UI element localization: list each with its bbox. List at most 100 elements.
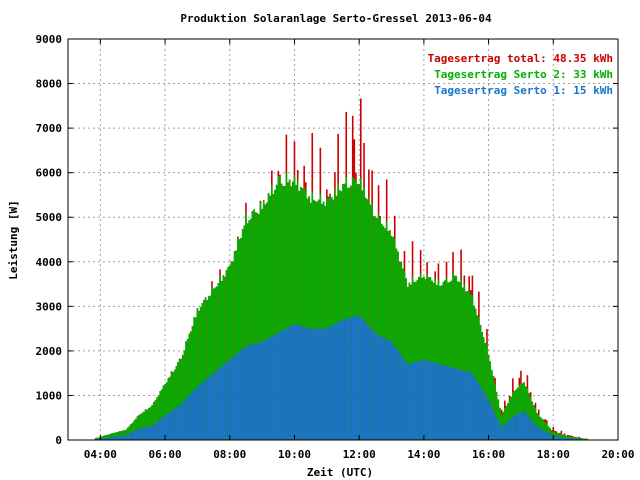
bar-serto2 <box>321 204 323 440</box>
bar-serto2 <box>267 193 270 440</box>
bar-serto1 <box>122 435 124 440</box>
bar-serto2 <box>342 183 344 440</box>
bar-serto1 <box>241 349 244 440</box>
bar-serto2 <box>120 431 123 440</box>
bar-serto2 <box>259 203 262 440</box>
bar-serto2 <box>516 387 519 440</box>
bar-serto2 <box>212 288 215 440</box>
bar-serto2 <box>314 201 317 440</box>
bar-serto2 <box>372 216 375 440</box>
bar-serto1 <box>406 364 409 440</box>
bar-serto2 <box>211 286 213 440</box>
bar-serto2 <box>183 350 186 440</box>
bar-serto1 <box>558 436 561 440</box>
bar-serto2 <box>322 201 325 440</box>
bar-serto2 <box>554 432 556 440</box>
bar-serto2 <box>175 365 178 440</box>
bar-serto2 <box>478 316 480 440</box>
bar-serto2 <box>570 436 572 440</box>
y-tick-label: 2000 <box>36 345 63 358</box>
bar-serto2 <box>152 401 155 440</box>
bar-serto2 <box>157 395 160 440</box>
bar-serto1 <box>421 360 424 440</box>
bar-serto1 <box>317 328 320 440</box>
bar-serto1 <box>381 336 383 440</box>
bar-serto2 <box>526 388 529 440</box>
bar-serto2 <box>199 306 202 440</box>
bar-serto2 <box>338 190 341 440</box>
bar-serto1 <box>423 359 425 440</box>
bar-serto2 <box>513 390 516 440</box>
bar-serto1 <box>550 435 553 440</box>
bar-serto2 <box>94 438 97 440</box>
chart-bars <box>94 98 592 441</box>
bar-serto1 <box>476 381 479 440</box>
bar-serto2 <box>308 196 310 440</box>
bar-serto2 <box>319 193 322 440</box>
bar-serto1 <box>403 359 406 440</box>
bar-serto2 <box>282 185 284 440</box>
bar-serto2 <box>169 376 171 440</box>
bar-serto1 <box>445 366 448 440</box>
bar-serto2 <box>424 279 427 440</box>
bar-serto1 <box>183 400 186 440</box>
bar-serto1 <box>149 426 152 440</box>
bar-serto1 <box>253 344 255 440</box>
bar-serto1 <box>230 358 233 440</box>
bar-serto1 <box>524 412 527 440</box>
bar-serto2 <box>366 199 369 440</box>
bar-serto1 <box>437 363 440 440</box>
bar-serto2 <box>442 281 445 440</box>
bar-serto2 <box>432 282 435 440</box>
bar-serto2 <box>384 228 386 440</box>
bar-serto1 <box>392 344 394 440</box>
bar-serto1 <box>277 333 280 440</box>
bar-serto1 <box>293 324 296 440</box>
bar-serto2 <box>262 200 265 440</box>
bar-serto1 <box>311 328 314 440</box>
bar-serto1 <box>366 324 369 440</box>
bar-serto1 <box>419 360 422 440</box>
bar-serto1 <box>560 437 563 440</box>
bar-serto1 <box>343 319 346 440</box>
bar-serto1 <box>198 385 200 440</box>
bar-serto2 <box>359 177 362 441</box>
bar-serto1 <box>131 431 134 440</box>
x-tick-label: 06:00 <box>148 448 181 461</box>
bar-serto1 <box>219 367 221 440</box>
bar-serto1 <box>237 353 239 440</box>
x-tick-label: 04:00 <box>84 448 117 461</box>
bar-serto2 <box>368 197 370 440</box>
bar-serto1 <box>576 438 579 440</box>
bar-serto2 <box>568 436 571 440</box>
bar-serto2 <box>358 184 360 440</box>
bar-serto2 <box>468 291 470 440</box>
bar-serto1 <box>259 342 262 440</box>
bar-serto2 <box>182 354 184 440</box>
chart-title: Produktion Solaranlage Serto-Gressel 201… <box>180 12 492 25</box>
bar-serto1 <box>565 437 568 440</box>
bar-serto2 <box>316 201 318 440</box>
bar-serto2 <box>114 432 116 440</box>
bar-serto1 <box>245 346 247 440</box>
bar-serto1 <box>256 343 259 440</box>
bar-serto1 <box>188 395 191 440</box>
bar-serto1 <box>233 355 236 440</box>
bar-serto1 <box>408 363 411 440</box>
bar-serto2 <box>444 280 446 440</box>
bar-serto1 <box>457 369 459 440</box>
bar-serto1 <box>492 410 495 440</box>
bar-serto2 <box>198 310 200 440</box>
bar-serto1 <box>473 375 475 440</box>
bar-serto2 <box>466 291 469 440</box>
bar-serto2 <box>385 220 388 440</box>
bar-serto2 <box>486 345 488 440</box>
x-axis-label: Zeit (UTC) <box>307 466 373 479</box>
bar-serto2 <box>128 425 131 440</box>
bar-serto1 <box>534 424 537 440</box>
bar-serto1 <box>190 393 192 440</box>
bar-serto2 <box>102 435 105 440</box>
bar-serto2 <box>487 354 490 440</box>
bar-serto1 <box>193 390 195 440</box>
bar-serto2 <box>131 422 134 440</box>
